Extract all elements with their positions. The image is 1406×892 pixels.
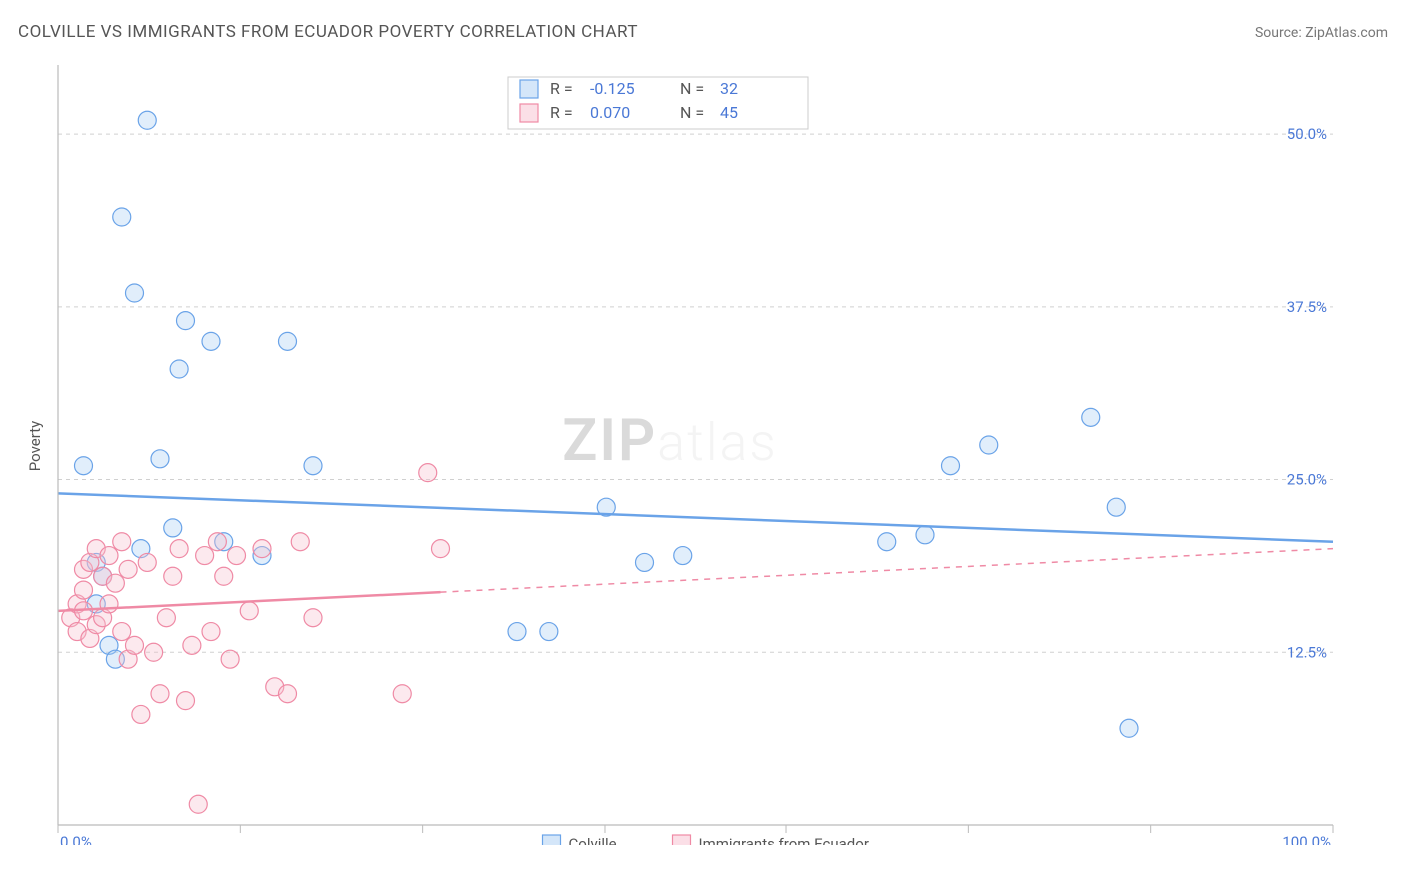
data-point: [132, 705, 150, 723]
data-point: [196, 547, 214, 565]
chart-container: 12.5% 25.0% 37.5% 50.0% ZIPatlas 0.0% 100.0% R …: [48, 55, 1388, 845]
legend-swatch: [543, 835, 561, 845]
data-point: [279, 332, 297, 350]
data-point: [170, 360, 188, 378]
legend-n-value: 45: [720, 103, 738, 122]
data-point: [189, 795, 207, 813]
data-point: [1082, 408, 1100, 426]
legend-r-value: 0.070: [590, 103, 630, 122]
data-point: [138, 111, 156, 129]
data-point: [419, 464, 437, 482]
data-point: [202, 623, 220, 641]
trend-line: [58, 493, 1333, 541]
data-point: [126, 636, 144, 654]
data-point: [208, 533, 226, 551]
data-point: [942, 457, 960, 475]
data-point: [113, 533, 131, 551]
y-tick-label: 12.5%: [1287, 643, 1327, 661]
data-point: [291, 533, 309, 551]
header: COLVILLE VS IMMIGRANTS FROM ECUADOR POVE…: [18, 22, 1388, 42]
data-point: [100, 547, 118, 565]
source-label: Source: ZipAtlas.com: [1255, 25, 1388, 41]
y-axis-label: Poverty: [26, 421, 44, 471]
data-point: [177, 312, 195, 330]
data-point: [177, 692, 195, 710]
data-point: [157, 609, 175, 627]
data-point: [432, 540, 450, 558]
data-point: [164, 519, 182, 537]
legend-n-label: N =: [680, 79, 704, 98]
legend-r-label: R =: [550, 103, 573, 122]
data-point: [636, 553, 654, 571]
data-point: [126, 284, 144, 302]
data-point: [304, 609, 322, 627]
data-point: [151, 450, 169, 468]
data-point: [1120, 719, 1138, 737]
legend-r-label: R =: [550, 79, 573, 98]
data-point: [138, 553, 156, 571]
data-point: [878, 533, 896, 551]
legend-swatch: [520, 104, 538, 122]
data-point: [304, 457, 322, 475]
legend-n-label: N =: [680, 103, 704, 122]
data-point: [279, 685, 297, 703]
data-point: [106, 574, 124, 592]
data-point: [508, 623, 526, 641]
legend-n-value: 32: [720, 79, 738, 98]
data-point: [202, 332, 220, 350]
data-point: [253, 540, 271, 558]
chart-title: COLVILLE VS IMMIGRANTS FROM ECUADOR POVE…: [18, 22, 638, 42]
data-point: [240, 602, 258, 620]
legend-swatch: [673, 835, 691, 845]
trend-line-extrapolated: [441, 549, 1334, 593]
legend-r-value: -0.125: [590, 79, 635, 98]
data-point: [540, 623, 558, 641]
watermark: ZIPatlas: [562, 407, 778, 475]
data-point: [75, 581, 93, 599]
data-point: [113, 208, 131, 226]
data-point: [100, 595, 118, 613]
data-point: [393, 685, 411, 703]
data-point: [916, 526, 934, 544]
y-tick-label: 37.5%: [1287, 298, 1327, 316]
x-tick-label: 0.0%: [60, 833, 92, 845]
data-point: [119, 560, 137, 578]
data-point: [674, 547, 692, 565]
data-point: [221, 650, 239, 668]
data-point: [75, 457, 93, 475]
data-point: [228, 547, 246, 565]
legend-swatch: [520, 80, 538, 98]
data-point: [980, 436, 998, 454]
data-point: [1107, 498, 1125, 516]
scatter-chart: 12.5% 25.0% 37.5% 50.0% ZIPatlas 0.0% 100.0% R …: [48, 55, 1388, 845]
data-point: [170, 540, 188, 558]
data-point: [183, 636, 201, 654]
data-point: [113, 623, 131, 641]
data-point: [164, 567, 182, 585]
data-point: [145, 643, 163, 661]
legend-series-name: Immigrants from Ecuador: [699, 835, 869, 845]
data-point: [215, 567, 233, 585]
x-tick-label: 100.0%: [1282, 833, 1331, 845]
y-tick-label: 25.0%: [1287, 471, 1327, 489]
data-point: [151, 685, 169, 703]
legend-series-name: Colville: [569, 835, 617, 845]
y-tick-label: 50.0%: [1287, 125, 1327, 143]
